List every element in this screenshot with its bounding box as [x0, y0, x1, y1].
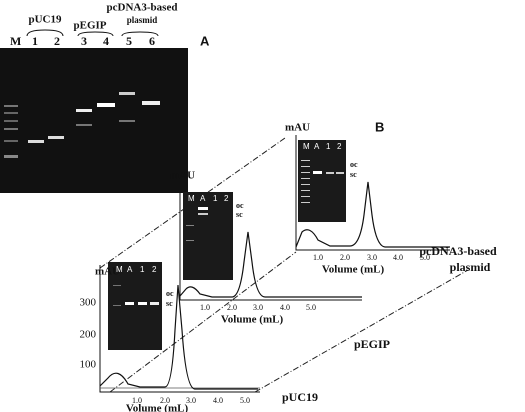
lane-label: 3	[81, 34, 87, 48]
group-label: pUC19	[28, 14, 62, 26]
panel-label: B	[375, 119, 384, 134]
x-tick-label: 1.0	[313, 253, 323, 262]
chromatogram-curve	[179, 231, 362, 298]
band-label: sc	[236, 210, 243, 219]
x-axis-label: Volume (mL)	[126, 403, 189, 412]
sample-label: pEGIP	[354, 337, 390, 351]
gel-image	[0, 48, 188, 193]
sample-label: plasmid	[450, 260, 491, 274]
perspective-line	[254, 269, 469, 393]
group-label: pcDNA3-based	[107, 2, 178, 14]
x-tick-label: 5.0	[420, 253, 430, 262]
x-tick-label: 4.0	[393, 253, 403, 262]
bracket	[26, 29, 64, 37]
gel-bands	[4, 92, 160, 158]
x-tick-label: 3.0	[367, 253, 377, 262]
axis	[99, 265, 260, 393]
x-tick-label: 1.0	[200, 303, 210, 312]
band-label: oc	[236, 201, 244, 210]
gel-bands	[186, 207, 208, 241]
y-axis-label: mAU	[285, 122, 310, 134]
y-tick-label: 100	[80, 359, 97, 371]
gel-lane-label: 1	[213, 194, 218, 203]
gel-bands	[301, 160, 344, 203]
gel-lane-label: 1	[326, 142, 331, 151]
gel-lane-label: 2	[152, 265, 157, 274]
band-label: oc	[350, 160, 358, 169]
gel-lane-label: A	[127, 265, 133, 274]
gel-lane-label: M	[116, 265, 123, 274]
gel-lane-label: 2	[224, 194, 229, 203]
group-label: plasmid	[127, 15, 158, 25]
group-label: pEGIP	[73, 20, 106, 32]
gel-lane-label: M	[303, 142, 310, 151]
x-tick-label: 2.0	[340, 253, 350, 262]
lane-label: 4	[103, 34, 109, 48]
band-label: sc	[166, 299, 173, 308]
x-tick-label: 3.0	[186, 396, 196, 405]
gel-inset	[183, 192, 233, 280]
gel-lane-label: A	[314, 142, 320, 151]
x-tick-label: 3.0	[253, 303, 263, 312]
y-tick-label: 300	[80, 297, 97, 309]
bracket	[77, 31, 114, 37]
lane-label: M	[10, 34, 21, 48]
gel-lane-label: 2	[337, 142, 342, 151]
x-axis-label: Volume (mL)	[322, 264, 385, 276]
lane-label: 1	[32, 34, 38, 48]
band-label: oc	[166, 289, 174, 298]
gel-lane-label: A	[200, 194, 206, 203]
bracket	[121, 31, 159, 37]
chromatogram-curve	[99, 284, 258, 390]
gel-bands	[113, 285, 159, 306]
y-axis-label: mAU	[95, 266, 120, 278]
x-tick-label: 2.0	[227, 303, 237, 312]
chromatogram-curve	[295, 181, 450, 248]
x-tick-label: 4.0	[280, 303, 290, 312]
x-tick-label: 4.0	[213, 396, 223, 405]
lane-label: 6	[149, 34, 155, 48]
axis	[295, 135, 450, 251]
gel-inset	[298, 140, 346, 222]
x-tick-label: 5.0	[240, 396, 250, 405]
y-axis-label: mAU	[170, 170, 195, 182]
sample-label: pcDNA3-based	[419, 244, 497, 258]
gel-lane-label: M	[188, 194, 195, 203]
x-tick-label: 2.0	[160, 396, 170, 405]
sample-label: pUC19	[282, 390, 318, 404]
panel-label: A	[200, 33, 210, 48]
perspective-line	[109, 251, 297, 393]
band-label: sc	[350, 170, 357, 179]
y-tick-label: 200	[80, 329, 97, 341]
x-tick-label: 1.0	[132, 396, 142, 405]
x-tick-label: 5.0	[306, 303, 316, 312]
lane-label: 2	[54, 34, 60, 48]
gel-lane-label: 1	[140, 265, 145, 274]
axis	[179, 182, 362, 301]
x-axis-label: Volume (mL)	[221, 314, 284, 326]
lane-label: 5	[126, 34, 132, 48]
